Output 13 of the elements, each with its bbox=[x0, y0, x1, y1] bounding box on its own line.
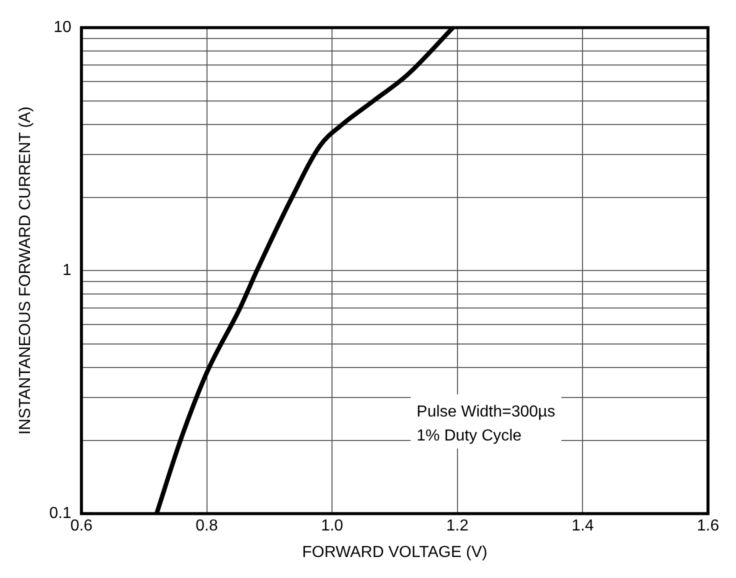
y-axis-title: INSTANTANEOUS FORWARD CURRENT (A) bbox=[17, 106, 34, 435]
annotation: 1% Duty Cycle bbox=[416, 427, 522, 444]
x-tick-label: 1.6 bbox=[696, 518, 720, 535]
x-tick-label: 1.0 bbox=[320, 518, 344, 535]
x-tick-label: 0.6 bbox=[70, 518, 93, 535]
x-tick-label: 1.4 bbox=[572, 518, 594, 535]
y-tick-label: 1 bbox=[62, 262, 72, 280]
x-tick-label: 1.2 bbox=[446, 518, 469, 535]
y-tick-label: 0.1 bbox=[49, 505, 72, 522]
y-tick-label: 10 bbox=[54, 19, 72, 36]
annotation: Pulse Width=300µs bbox=[416, 403, 556, 420]
x-tick-label: 0.8 bbox=[196, 518, 218, 535]
x-axis-title: FORWARD VOLTAGE (V) bbox=[302, 544, 488, 561]
